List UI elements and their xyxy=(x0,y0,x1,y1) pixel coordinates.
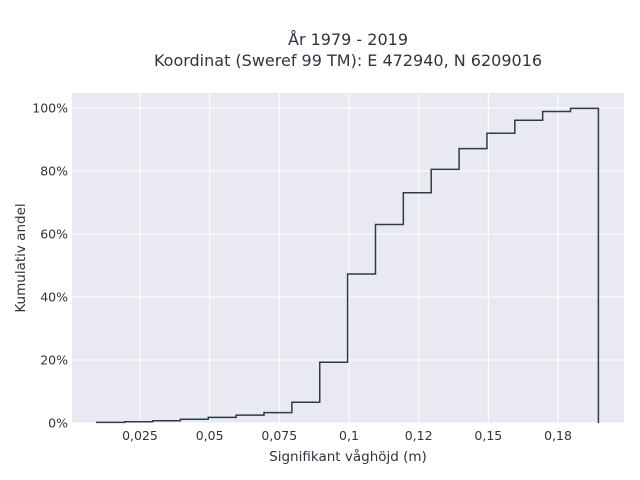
x-axis-ticks: 0,025 0,05 0,075 0,1 0,12 0,15 0,18 xyxy=(122,428,572,443)
y-tick-label: 80% xyxy=(40,164,68,179)
x-tick-label: 0,025 xyxy=(122,428,158,443)
series-group xyxy=(96,107,600,424)
y-tick-label: 100% xyxy=(32,101,68,116)
x-tick-label: 0,18 xyxy=(544,428,572,443)
plot-background xyxy=(72,93,624,423)
x-tick-label: 0,15 xyxy=(474,428,502,443)
y-tick-label: 60% xyxy=(40,227,68,242)
x-tick-label: 0,05 xyxy=(196,428,224,443)
chart-title: År 1979 - 2019 xyxy=(288,30,408,49)
y-tick-label: 20% xyxy=(40,353,68,368)
cumulative-step-line xyxy=(96,107,600,424)
x-tick-label: 0,075 xyxy=(261,428,297,443)
y-axis-ticks: 0% 20% 40% 60% 80% 100% xyxy=(32,101,68,431)
y-tick-label: 40% xyxy=(40,290,68,305)
y-tick-label: 0% xyxy=(48,416,68,431)
x-tick-label: 0,12 xyxy=(405,428,433,443)
y-axis-title: Kumulativ andel xyxy=(13,203,29,312)
x-axis-title: Signifikant våghöjd (m) xyxy=(269,448,427,465)
x-tick-label: 0,1 xyxy=(339,428,359,443)
chart-subtitle: Koordinat (Sweref 99 TM): E 472940, N 62… xyxy=(154,51,542,70)
